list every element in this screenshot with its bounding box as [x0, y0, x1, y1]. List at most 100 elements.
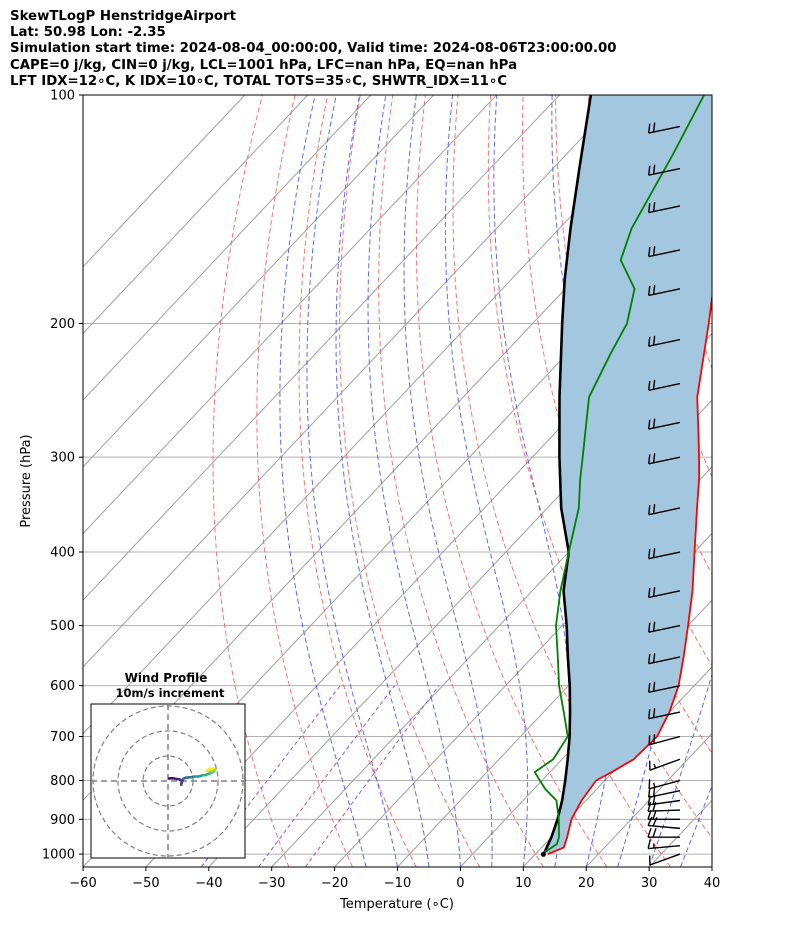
wind-barb-feather [648, 787, 651, 798]
isotherm-line [711, 866, 712, 867]
wind-barb-feather [652, 246, 656, 256]
wind-barb-feather [647, 839, 652, 849]
isotherm-line [145, 265, 712, 867]
x-tick-label: 10 [515, 876, 532, 891]
x-tick-label: −30 [258, 876, 285, 891]
wind-barb [648, 453, 681, 465]
moist-adiabat [444, 95, 529, 867]
moist-adiabat [493, 95, 571, 867]
isotherm-line [83, 95, 623, 668]
wind-barb-layer [647, 122, 681, 866]
y-tick-label: 300 [50, 451, 75, 466]
wind-barb-feather [653, 733, 656, 744]
hodograph-title: Wind Profile [125, 671, 208, 685]
dewpoint-profile-line [533, 95, 705, 855]
wind-barb-feather [652, 202, 656, 212]
wind-barb-feather [648, 505, 651, 515]
cin-shaded-area [543, 95, 712, 855]
hodograph-subtitle: 10m/s increment [116, 686, 225, 700]
wind-barb [648, 246, 681, 258]
wind-barb-staff [648, 824, 681, 830]
x-tick-label: −50 [132, 876, 159, 891]
wind-barb-staff [649, 853, 681, 866]
wind-barb-feather [648, 123, 651, 134]
wind-barb [648, 779, 681, 790]
wind-barb [648, 853, 681, 866]
chart-title-block: SkewTLogP HenstridgeAirport Lat: 50.98 L… [10, 9, 617, 90]
wind-barb-feather [652, 418, 656, 429]
dry-adiabat [751, 95, 794, 867]
dry-adiabat [784, 95, 794, 867]
wind-barb-feather [652, 621, 656, 632]
wind-barb-feather [648, 203, 651, 213]
wind-barb-feather [648, 779, 651, 789]
dry-adiabat [719, 95, 794, 867]
y-tick-label: 700 [50, 730, 75, 745]
y-tick-label: 400 [50, 546, 75, 561]
wind-barb [647, 839, 681, 850]
wind-barb-feather [648, 549, 651, 559]
mixing-ratio-line [304, 685, 440, 867]
wind-barb-half-feather [653, 782, 656, 788]
isotherm-line [83, 95, 434, 468]
isotherm-line [83, 95, 686, 735]
mixing-ratio-line [258, 685, 395, 867]
wind-barb-half-feather [653, 763, 657, 769]
moist-adiabat [711, 865, 712, 867]
wind-barb [648, 122, 681, 134]
isotherm-line [83, 95, 560, 601]
wind-barb [648, 681, 681, 694]
moist-adiabat [306, 95, 398, 867]
wind-barb-feather [652, 810, 657, 820]
isotherm-line [585, 732, 712, 867]
x-tick-label: −40 [195, 876, 222, 891]
title-line-station: SkewTLogP HenstridgeAirport [10, 9, 236, 24]
moist-adiabat [367, 95, 461, 867]
moist-adiabat [403, 95, 493, 867]
wind-barb-feather [648, 336, 651, 347]
wind-barb-feather [648, 682, 651, 693]
wind-barb [648, 284, 681, 297]
profile-layer [533, 95, 712, 857]
hodograph-ring [117, 730, 219, 832]
wind-barb-feather [648, 454, 651, 464]
wind-barb-feather [652, 284, 656, 295]
wind-barb [648, 786, 681, 798]
wind-barb-feather [648, 709, 651, 719]
wind-barb-feather [648, 735, 651, 745]
wind-barb-feather [652, 586, 656, 597]
dry-adiabat [339, 95, 481, 867]
wind-barb [648, 621, 681, 633]
hodograph-inset: Wind Profile 10m/s increment [90, 671, 246, 859]
hodograph-rings [91, 704, 245, 858]
wind-barb [647, 810, 680, 821]
wind-barb-feather [648, 285, 651, 296]
temperature-profile-line [547, 290, 712, 855]
y-axis-label: Pressure (hPa) [19, 434, 34, 527]
x-tick-label: 0 [456, 876, 464, 891]
wind-barb-staff [649, 758, 681, 771]
wind-barb-feather [648, 380, 651, 391]
wind-barb-feather [652, 335, 656, 346]
wind-barb-feather [652, 164, 656, 175]
dry-adiabat [212, 95, 290, 867]
wind-barb [648, 548, 681, 560]
wind-barb-staff [648, 779, 681, 790]
wind-barb [648, 335, 681, 347]
y-tick-label: 100 [50, 89, 75, 104]
isotherm-line [83, 95, 309, 335]
wind-barb-feather [652, 708, 656, 718]
moist-adiabat [335, 95, 430, 867]
wind-barb [648, 653, 681, 665]
wind-barb-feather [647, 816, 653, 826]
wind-barb-feather [648, 587, 651, 598]
wind-barb [648, 504, 681, 516]
parcel-profile-line [542, 95, 593, 855]
x-tick-label: −60 [69, 876, 96, 891]
lcl-marker [540, 851, 546, 857]
hodograph-trace [167, 767, 217, 787]
title-line-cape: CAPE=0 j/kg, CIN=0 j/kg, LCL=1001 hPa, L… [10, 57, 518, 73]
wind-barb [648, 164, 681, 176]
wind-barb-feather [652, 122, 656, 133]
